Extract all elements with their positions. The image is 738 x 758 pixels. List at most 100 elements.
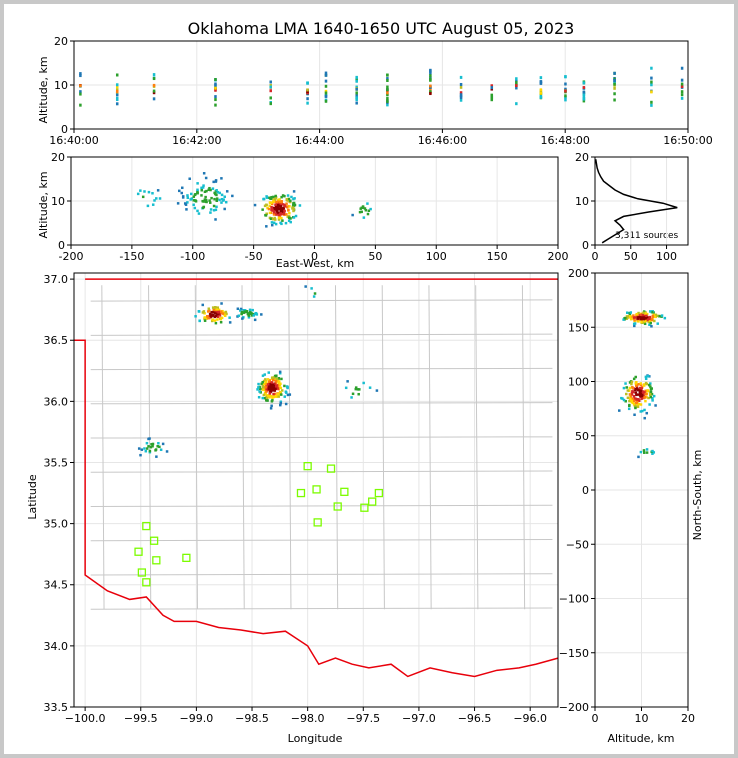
plan-source [271,399,274,402]
plan-source [257,395,261,399]
plan-source [277,376,281,380]
plan-source [261,380,264,384]
plan-source [214,321,218,325]
time-height-source [564,89,567,93]
time-height-source [564,75,567,79]
plan-source [239,309,242,312]
time-height-source [650,83,653,87]
time-height-source [582,86,586,90]
east-west-source [192,203,195,207]
east-west-source [216,190,220,194]
plan-source [205,317,208,320]
time-height-xtick-label: 16:44:00 [295,134,344,147]
plan-source [265,390,268,393]
east-west-source [208,186,211,190]
time-height-source [564,82,567,86]
north-south-source [645,312,649,316]
plan-source [261,384,265,388]
plan-source [270,404,273,408]
east-west-source [269,211,273,214]
time-height-source [115,73,119,77]
time-height-xtick-label: 16:46:00 [418,134,467,147]
county-line [90,402,553,405]
plan-source [276,383,280,387]
north-south-source [639,383,643,387]
east-west-source [271,202,274,206]
east-west-source [287,215,291,218]
east-west-source [282,212,286,215]
plan-source [151,444,154,448]
plan-source [237,314,241,317]
plan-source [139,453,142,457]
plan-source [147,445,150,448]
east-west-source [202,200,205,203]
time-height-source [564,94,567,98]
east-west-source [274,205,278,209]
time-height-source [152,77,156,81]
time-height-source [613,82,616,86]
north-south-source [634,406,637,410]
time-height-source [79,103,82,107]
plan-source [252,314,256,317]
east-west-source [183,202,187,205]
east-west-source [293,197,296,200]
east-west-ylabel: Altitude, km [37,171,50,238]
plan-source [214,314,218,318]
east-west-source [266,206,269,210]
north-south-source [644,377,648,381]
east-west-source [278,207,281,211]
east-west-source [271,195,275,199]
plan-source [270,388,273,391]
plan-source [269,389,272,393]
time-height-source [680,82,684,86]
east-west-source [360,210,363,214]
east-west-source [367,209,371,212]
east-west-source [268,204,271,208]
north-south-source [643,322,647,326]
east-west-source [283,209,286,213]
plan-source [280,389,284,392]
east-west-source [204,198,208,202]
plan-source [207,316,210,320]
plan-source [368,386,372,389]
north-south-source [637,455,640,459]
plan-source [219,310,223,313]
east-west-ytick-label: 20 [51,151,65,164]
plan-source [261,374,265,377]
county-line [90,504,553,508]
plan-source [216,312,219,316]
north-south-source [631,386,635,390]
north-south-source [652,394,656,398]
north-south-source [641,321,645,324]
east-west-source [280,195,283,199]
north-south-source [626,396,630,400]
plan-source [262,382,266,386]
east-west-source [209,201,212,204]
east-west-source [215,205,218,209]
east-west-source [223,207,226,211]
time-height-source [429,87,432,91]
north-south-source [643,416,646,420]
plan-source [272,395,276,399]
north-south-source [641,315,644,318]
time-height-source [613,98,616,102]
north-south-source [654,313,658,317]
north-south-source [634,398,637,401]
north-south-source [641,409,644,413]
east-west-panel: -200 -150 -100 -50 0 50 100 150 200 0 10 20 [51,151,569,263]
east-west-source [218,191,221,195]
time-height-source [115,88,119,92]
plan-source [284,402,288,406]
time-height-xtick-label: 16:48:00 [540,134,589,147]
plan-ytick-label: 33.5 [44,701,69,714]
time-height-source [115,98,119,102]
east-west-source [136,192,140,196]
east-west-source [214,180,218,183]
east-west-source [285,213,288,216]
time-height-xtick-label: 16:42:00 [172,134,221,147]
time-height-source [152,73,156,77]
histogram-xtick-label: 100 [656,250,677,263]
north-south-source [649,385,652,388]
north-south-source [635,312,639,316]
time-height-source [515,77,518,81]
